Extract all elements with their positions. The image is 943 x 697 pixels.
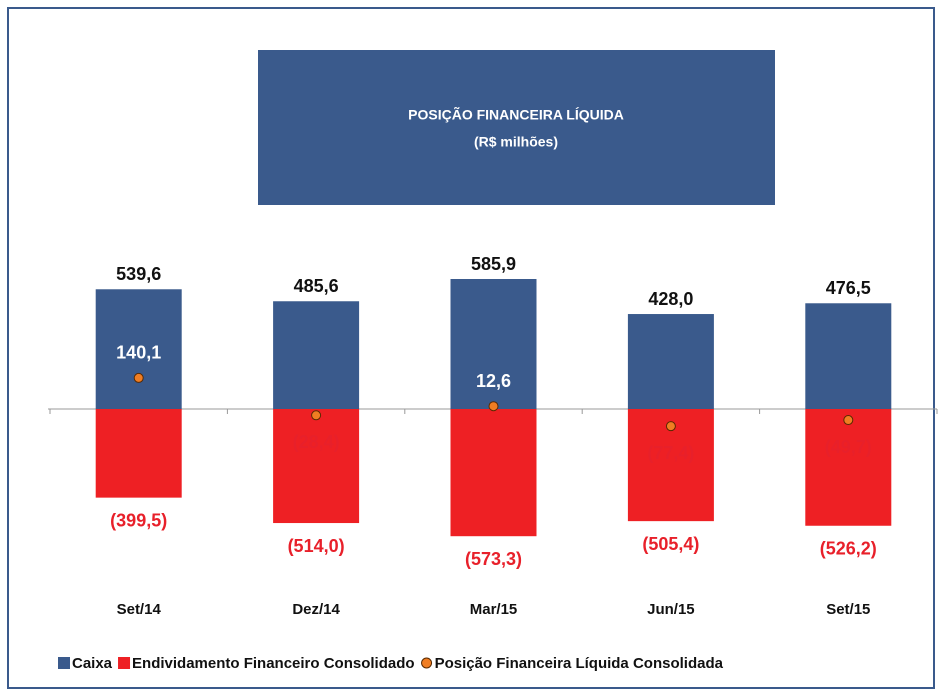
data-label: 585,9 [471,254,516,274]
data-label: (77,4) [647,443,694,463]
data-label: 12,6 [476,371,511,391]
bar [95,289,182,409]
bar [450,409,537,537]
bar [627,314,714,409]
bar [805,409,892,526]
data-label: (505,4) [642,534,699,554]
x-tick-label: Jun/15 [647,601,695,618]
dot [488,401,499,412]
legend-label: Posição Financeira Líquida Consolidada [435,655,724,672]
legend-swatch [421,657,433,669]
data-label: 485,6 [294,276,339,296]
dot [133,372,144,383]
dot [843,415,854,426]
x-tick-label: Set/14 [117,601,162,618]
bar [450,279,537,409]
legend-swatch [118,657,131,669]
chart-subtitle: (R$ milhões) [474,134,558,150]
chart-title: POSIÇÃO FINANCEIRA LÍQUIDA [408,106,624,123]
legend-swatch [58,657,70,669]
bar [273,301,360,409]
x-tick-label: Mar/15 [470,601,518,618]
data-label: (526,2) [820,539,877,559]
bar [95,409,182,498]
data-label: 476,5 [826,278,871,298]
x-tick-label: Dez/14 [292,601,340,618]
bar [273,409,360,524]
bar [805,303,892,409]
legend-label: Endividamento Financeiro Consolidado [132,655,415,672]
data-label: 140,1 [116,343,161,363]
legend-label: Caixa [72,655,113,672]
data-label: (573,3) [465,549,522,569]
dot [311,410,322,421]
data-label: 428,0 [648,289,693,309]
title-box [258,50,775,205]
dot [665,421,676,432]
data-label: (514,0) [288,536,345,556]
x-tick-label: Set/15 [826,601,870,618]
data-label: (49,7) [825,437,872,457]
data-label: 539,6 [116,264,161,284]
data-label: (28,4) [293,432,340,452]
data-label: (399,5) [110,510,167,530]
